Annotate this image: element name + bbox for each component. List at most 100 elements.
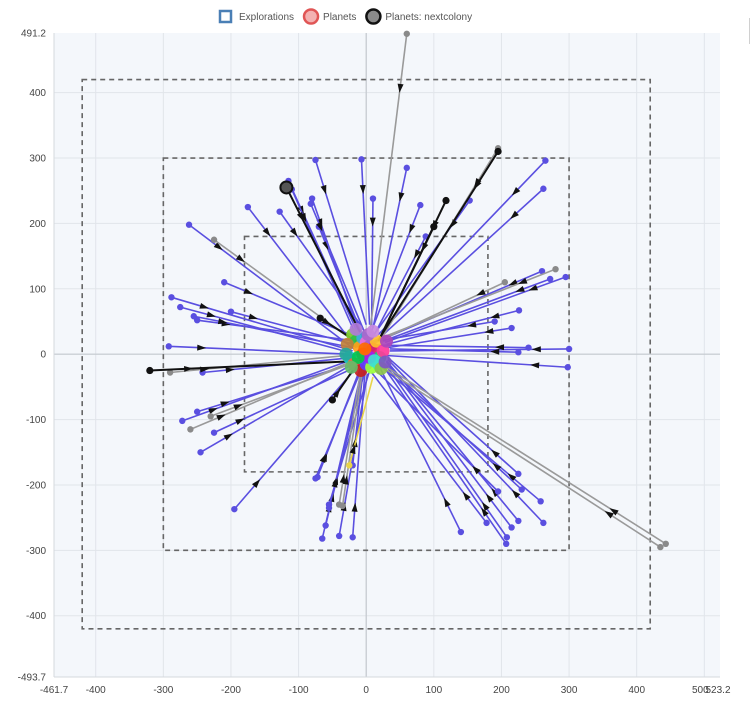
legend[interactable]: Explorations Planets Planets: nextcolony bbox=[218, 8, 472, 25]
trajectory-arrow bbox=[216, 414, 226, 421]
trajectory-endpoint[interactable] bbox=[346, 462, 353, 469]
legend-item[interactable]: Planets bbox=[302, 8, 356, 25]
trajectory-endpoint[interactable] bbox=[185, 221, 193, 228]
trajectory-endpoint[interactable] bbox=[335, 532, 343, 540]
trajectory-endpoint[interactable] bbox=[210, 429, 218, 436]
trajectory-endpoint[interactable] bbox=[417, 201, 424, 209]
trajectory-line bbox=[375, 360, 667, 545]
trajectory-endpoint[interactable] bbox=[369, 195, 377, 202]
trajectory-endpoint[interactable] bbox=[515, 517, 522, 525]
trajectory-endpoint[interactable] bbox=[179, 417, 186, 425]
trajectory-endpoint[interactable] bbox=[358, 156, 365, 163]
planet-point[interactable] bbox=[376, 344, 390, 358]
planet-point[interactable] bbox=[339, 347, 353, 361]
trajectory-endpoint[interactable] bbox=[244, 203, 252, 211]
trajectory-endpoint[interactable] bbox=[276, 208, 283, 215]
trajectory-endpoint[interactable] bbox=[430, 223, 438, 231]
trajectory-endpoint[interactable] bbox=[503, 534, 511, 541]
trajectory-endpoint[interactable] bbox=[166, 369, 174, 376]
trajectory-endpoint[interactable] bbox=[168, 294, 175, 301]
trajectory-endpoint[interactable] bbox=[508, 324, 515, 332]
trajectory-endpoint[interactable] bbox=[515, 349, 522, 356]
planet-point[interactable] bbox=[378, 355, 392, 369]
trajectory-endpoint[interactable] bbox=[546, 275, 554, 283]
trajectory-endpoint[interactable] bbox=[339, 502, 346, 510]
trajectory-endpoint[interactable] bbox=[316, 314, 324, 322]
x-tick-label: 500 bbox=[692, 685, 709, 696]
trajectory-endpoint[interactable] bbox=[442, 196, 450, 205]
trajectory-endpoint[interactable] bbox=[312, 475, 319, 482]
trajectory-endpoint[interactable] bbox=[403, 164, 410, 172]
trajectory-endpoint[interactable] bbox=[540, 519, 547, 527]
trajectory-arrow bbox=[472, 465, 481, 475]
trajectory-endpoint[interactable] bbox=[662, 540, 669, 548]
trajectory-endpoint[interactable] bbox=[564, 364, 571, 371]
trajectory-endpoint[interactable] bbox=[491, 318, 498, 325]
trajectory-arrow bbox=[316, 221, 323, 232]
trajectory-endpoint[interactable] bbox=[483, 519, 490, 527]
trajectory-arrow bbox=[398, 192, 405, 202]
trajectory-endpoint[interactable] bbox=[515, 470, 522, 478]
trajectory-arrow bbox=[486, 493, 494, 503]
trajectory-endpoint[interactable] bbox=[403, 30, 410, 37]
legend-item[interactable]: Planets: nextcolony bbox=[365, 8, 472, 25]
y-tick-label: -493.7 bbox=[18, 673, 47, 684]
trajectory-endpoint[interactable] bbox=[537, 498, 544, 505]
trajectory-endpoint[interactable] bbox=[197, 449, 204, 456]
trajectory-endpoint[interactable] bbox=[349, 534, 356, 541]
trajectory-endpoint[interactable] bbox=[307, 200, 314, 207]
trajectory-endpoint[interactable] bbox=[538, 267, 546, 275]
legend-item[interactable]: Explorations bbox=[218, 9, 294, 24]
trajectory-endpoint[interactable] bbox=[501, 279, 509, 286]
trajectory-endpoint[interactable] bbox=[328, 396, 336, 404]
trajectory-endpoint[interactable] bbox=[231, 505, 238, 513]
trajectory-endpoint[interactable] bbox=[515, 307, 523, 314]
trajectory-endpoint[interactable] bbox=[494, 147, 502, 156]
x-tick-label: 400 bbox=[628, 685, 645, 696]
trajectory-endpoint[interactable] bbox=[146, 366, 154, 375]
trajectory-endpoint[interactable] bbox=[508, 524, 515, 531]
planet-point[interactable] bbox=[379, 334, 393, 348]
planet-point[interactable] bbox=[358, 342, 372, 356]
trajectory-arrow bbox=[409, 223, 416, 234]
trajectory-endpoint[interactable] bbox=[308, 195, 316, 202]
y-tick-label: -200 bbox=[26, 480, 46, 491]
trajectory-endpoint[interactable] bbox=[542, 157, 549, 164]
trajectory-endpoint[interactable] bbox=[540, 185, 547, 192]
trajectory-endpoint[interactable] bbox=[207, 413, 214, 420]
planet-point[interactable] bbox=[344, 360, 358, 374]
trajectory-endpoint[interactable] bbox=[502, 540, 510, 548]
x-tick-label: -100 bbox=[289, 685, 309, 696]
nextcolony-planet-marker[interactable] bbox=[279, 180, 294, 195]
trajectory-endpoint[interactable] bbox=[552, 265, 559, 273]
trajectory-endpoint[interactable] bbox=[210, 236, 218, 243]
trajectory-endpoint[interactable] bbox=[565, 345, 573, 353]
trajectory-endpoint[interactable] bbox=[227, 308, 235, 315]
trajectory-endpoint[interactable] bbox=[319, 535, 326, 542]
trajectory-endpoint[interactable] bbox=[562, 273, 569, 281]
trajectory-endpoint[interactable] bbox=[494, 488, 502, 495]
trajectory-endpoint[interactable] bbox=[457, 528, 465, 536]
planet-point[interactable] bbox=[366, 324, 380, 338]
trajectory-endpoint[interactable] bbox=[193, 408, 201, 415]
trajectory-arrow bbox=[197, 344, 207, 351]
planet-point[interactable] bbox=[349, 322, 363, 336]
trajectory-endpoint[interactable] bbox=[221, 279, 228, 286]
trajectory-endpoint[interactable] bbox=[177, 303, 184, 311]
trajectory-endpoint[interactable] bbox=[190, 313, 197, 320]
y-tick-label: 300 bbox=[29, 154, 46, 165]
trajectory-endpoint[interactable] bbox=[325, 504, 333, 512]
series-yellow bbox=[346, 376, 374, 469]
trajectory-endpoint[interactable] bbox=[322, 522, 329, 529]
trajectory-endpoint[interactable] bbox=[187, 426, 194, 433]
trajectory-endpoint[interactable] bbox=[657, 543, 664, 551]
trajectory-arrow bbox=[467, 321, 477, 328]
planet-point[interactable] bbox=[340, 337, 354, 351]
trajectory-arrow bbox=[296, 211, 304, 222]
trajectory-endpoint[interactable] bbox=[312, 156, 319, 164]
trajectory-endpoint[interactable] bbox=[518, 486, 525, 493]
trajectory-arrow bbox=[490, 348, 500, 355]
trajectory-endpoint[interactable] bbox=[525, 344, 532, 351]
tick-labels: -400 -300 -200 -100 0 100 200 300 400 -461.7 50052… bbox=[18, 29, 731, 697]
trajectory-endpoint[interactable] bbox=[165, 343, 172, 350]
